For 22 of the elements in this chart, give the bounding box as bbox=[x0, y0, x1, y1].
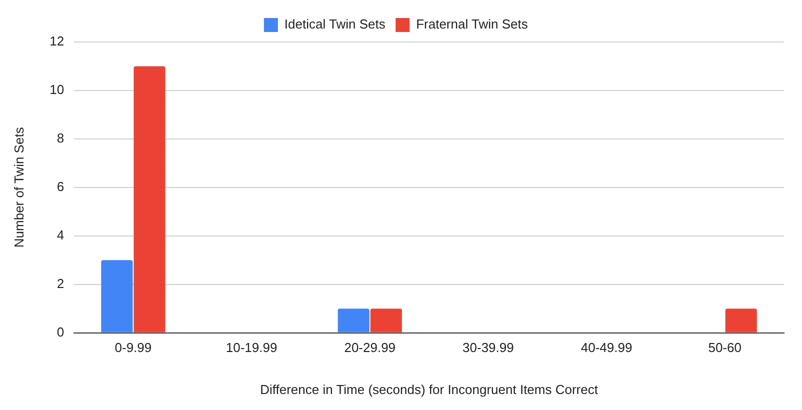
x-tick-label: 0-9.99 bbox=[114, 340, 152, 356]
bar bbox=[134, 66, 166, 332]
y-tick-label: 4 bbox=[56, 227, 64, 242]
x-tick-label: 40-49.99 bbox=[580, 340, 632, 356]
x-tick-label: 20-29.99 bbox=[344, 340, 396, 356]
x-tick-label: 50-60 bbox=[708, 340, 742, 356]
bar bbox=[725, 308, 757, 332]
bar bbox=[338, 308, 370, 332]
y-tick-label: 2 bbox=[56, 276, 64, 291]
legend-label: Idetical Twin Sets bbox=[284, 16, 386, 32]
y-tick-label: 12 bbox=[50, 34, 64, 49]
y-axis-title: Number of Twin Sets bbox=[11, 126, 26, 248]
bar bbox=[370, 308, 402, 332]
legend-label: Fraternal Twin Sets bbox=[416, 16, 528, 32]
bar bbox=[101, 260, 133, 332]
x-tick-label: 10-19.99 bbox=[226, 340, 278, 356]
y-tick-label: 8 bbox=[56, 130, 64, 146]
x-axis-title: Difference in Time (seconds) for Incongruent Items Correct bbox=[260, 382, 598, 397]
y-tick-label: 0 bbox=[56, 324, 64, 340]
y-tick-label: 6 bbox=[56, 178, 64, 194]
x-tick-label: 30-39.99 bbox=[462, 340, 514, 356]
y-tick-label: 10 bbox=[50, 82, 64, 98]
